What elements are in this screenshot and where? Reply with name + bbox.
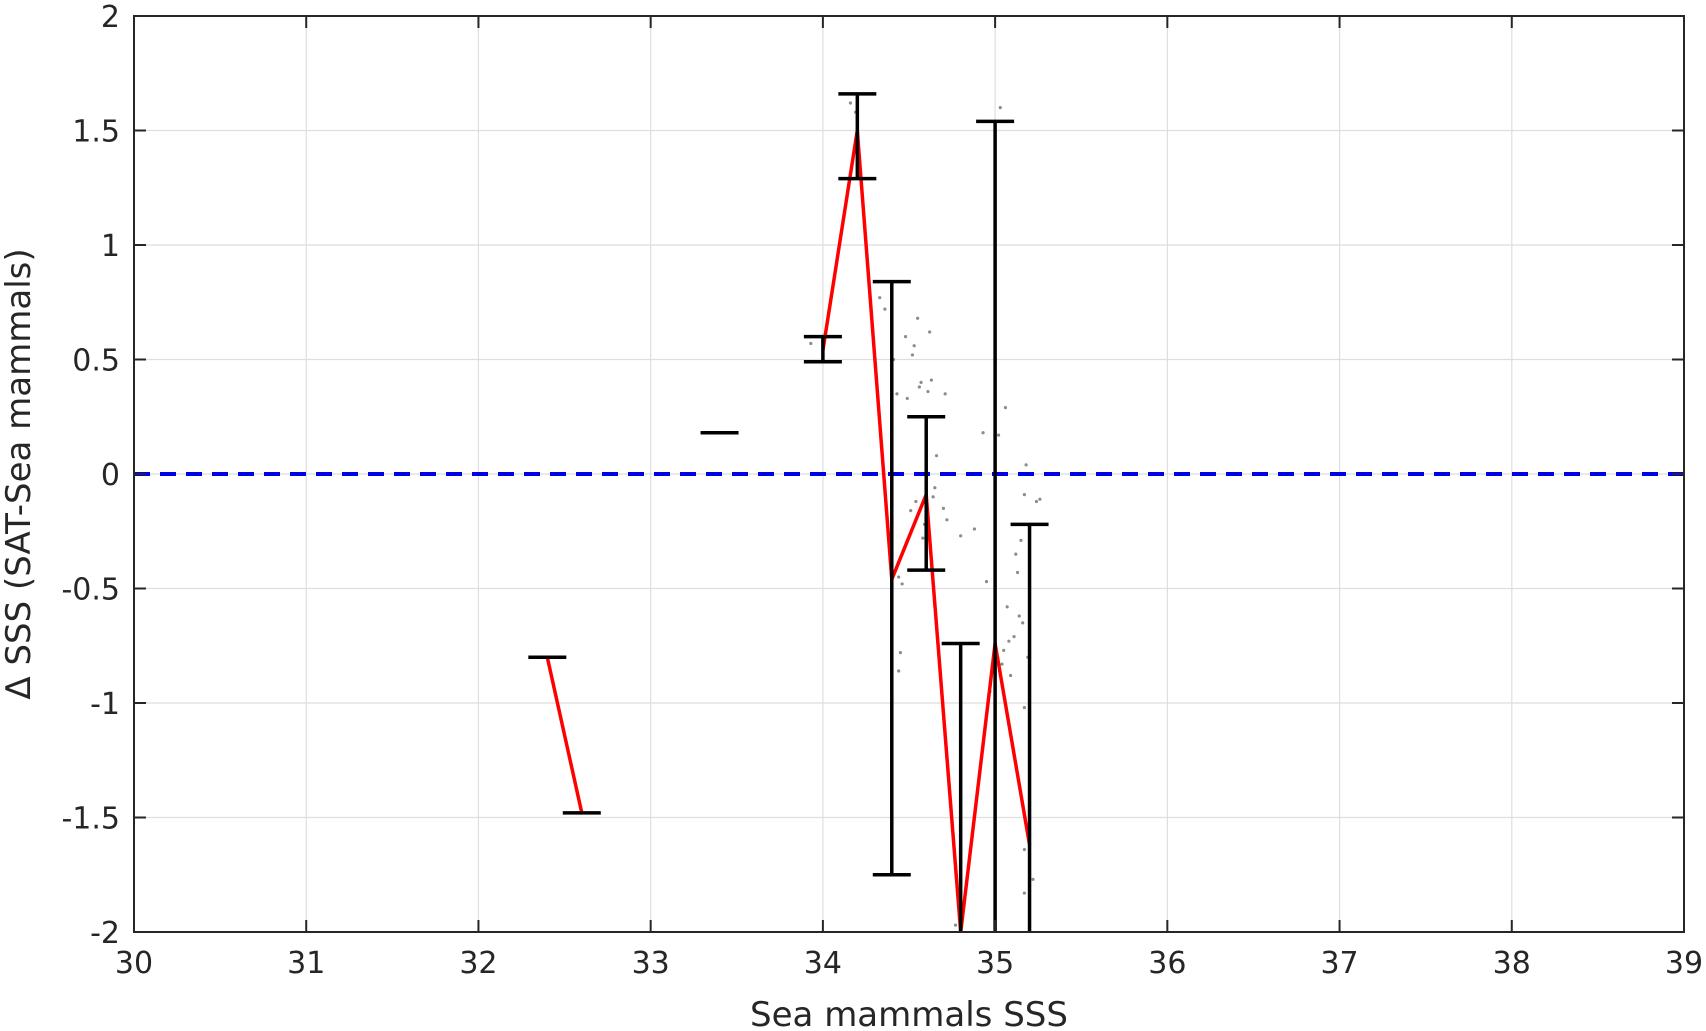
- scatter-point: [897, 669, 901, 673]
- error-bar: [907, 415, 946, 572]
- scatter-point: [953, 923, 958, 927]
- scatter-point: [1022, 847, 1026, 852]
- errorbar-layer: [528, 92, 1049, 932]
- scatter-point: [848, 101, 853, 105]
- scatter-point: [900, 582, 904, 586]
- x-tick-label: 33: [632, 946, 670, 981]
- y-axis-label: Δ SSS (SAT-Sea mammals): [0, 248, 39, 699]
- scatter-point: [926, 389, 930, 394]
- scatter-point: [1000, 662, 1004, 666]
- scatter-point: [1009, 673, 1013, 678]
- scatter-point: [883, 307, 887, 311]
- scatter-point: [1031, 877, 1035, 881]
- scatter-point: [1015, 570, 1020, 575]
- y-tick-label: 1: [101, 229, 120, 264]
- scatter-point: [933, 486, 937, 490]
- x-tick-label: 31: [287, 946, 325, 981]
- x-tick-label: 36: [1148, 946, 1186, 981]
- y-tick-label: 1.5: [72, 115, 120, 150]
- scatter-point: [1024, 463, 1028, 467]
- y-tick-label: 2: [101, 0, 120, 35]
- x-axis-label: Sea mammals SSS: [750, 995, 1068, 1031]
- scatter-point: [984, 580, 989, 584]
- scatter-point: [909, 509, 913, 513]
- scatter-point: [934, 454, 939, 458]
- scatter-point: [1002, 648, 1006, 652]
- y-tick-label: -2: [90, 916, 120, 951]
- y-ticks: -2 -1.5 -1 -0.5 0 0.5 1 1.5 2: [61, 0, 1684, 951]
- scatter-point: [809, 341, 813, 346]
- scatter-point: [878, 296, 882, 300]
- scatter-point: [1034, 499, 1039, 504]
- error-bar: [941, 641, 980, 932]
- scatter-point: [895, 392, 899, 396]
- x-tick-label: 30: [115, 946, 153, 981]
- error-bar: [803, 334, 842, 364]
- y-tick-label: 0.5: [72, 344, 120, 379]
- x-ticks: 30 31 32 33 34 35 36 37 38 39: [115, 16, 1703, 981]
- y-tick-label: -1: [90, 687, 120, 722]
- y-tick-label: -0.5: [61, 573, 120, 608]
- error-bar: [872, 279, 911, 877]
- x-tick-label: 35: [976, 946, 1014, 981]
- scatter-point: [929, 378, 933, 382]
- scatter-point: [897, 575, 901, 579]
- scatter-point: [1022, 705, 1026, 710]
- scatter-point: [921, 536, 925, 540]
- scatter-point: [945, 518, 949, 522]
- mean-line-segment: [545, 656, 584, 814]
- scatter-point: [898, 651, 902, 655]
- scatter-point: [972, 527, 977, 531]
- scatter-point: [917, 385, 921, 389]
- scatter-point: [903, 335, 908, 339]
- scatter-point: [943, 392, 947, 396]
- error-bar: [976, 119, 1015, 932]
- scatter-point: [914, 499, 918, 504]
- scatter-point: [941, 506, 946, 510]
- error-bar: [838, 92, 877, 181]
- scatter-point: [919, 380, 923, 384]
- scatter-point: [1005, 605, 1009, 609]
- x-tick-label: 38: [1493, 946, 1531, 981]
- x-tick-label: 39: [1665, 946, 1703, 981]
- scatter-point: [981, 431, 985, 435]
- x-tick-label: 34: [804, 946, 842, 981]
- scatter-point: [1022, 891, 1026, 895]
- error-bar: [1010, 522, 1049, 932]
- y-tick-label: 0: [101, 458, 120, 493]
- scatter-point: [998, 106, 1002, 110]
- scatter-point: [916, 316, 920, 320]
- y-tick-label: -1.5: [61, 802, 120, 837]
- scatter-point: [1022, 493, 1026, 497]
- scatter-point: [912, 344, 916, 348]
- scatter-point: [996, 433, 1001, 437]
- scatter-point: [1003, 405, 1008, 410]
- scatter-point: [905, 396, 909, 401]
- x-tick-label: 32: [459, 946, 497, 981]
- scatter-point: [1021, 621, 1025, 625]
- scatter-point: [1019, 538, 1023, 543]
- scatter-point: [1038, 497, 1042, 501]
- scatter-point: [928, 330, 932, 334]
- scatter-point: [1012, 634, 1016, 639]
- scatter-point: [1017, 614, 1021, 618]
- x-tick-label: 37: [1320, 946, 1358, 981]
- scatter-point: [910, 353, 915, 357]
- scatter-point: [1007, 639, 1011, 643]
- scatter-point: [959, 534, 963, 538]
- scatter-point: [931, 495, 935, 499]
- scatter-point: [1014, 552, 1018, 556]
